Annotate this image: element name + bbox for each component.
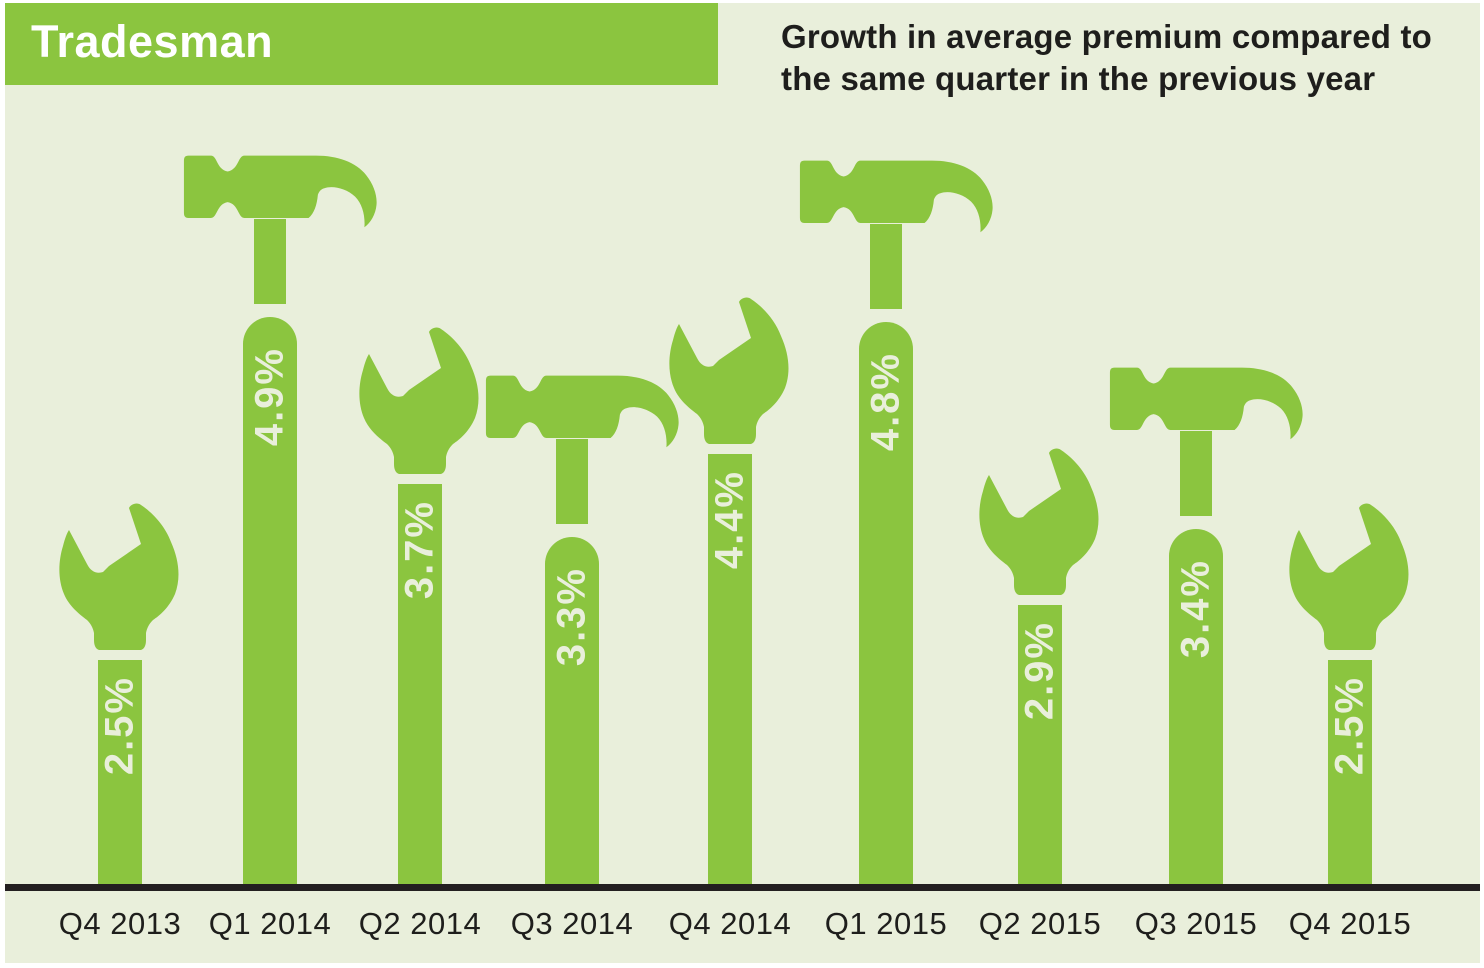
wrench-icon [59, 503, 179, 650]
bar-value-label: 2.5% [1327, 676, 1372, 776]
bar-q2-2014: 3.7% [357, 324, 483, 884]
axis-label-q4-2015: Q4 2015 [1288, 906, 1412, 941]
hammer-icon [799, 160, 993, 233]
axis-label-q3-2014: Q3 2014 [510, 906, 634, 941]
bar-value-label: 2.5% [97, 676, 142, 776]
bar-handle: 2.5% [98, 660, 142, 884]
bar-handle: 4.8% [859, 322, 913, 884]
x-axis-line [5, 884, 1480, 891]
bar-q4-2015: 2.5% [1287, 500, 1413, 884]
bar-handle: 2.5% [1328, 660, 1372, 884]
axis-label-q4-2013: Q4 2013 [58, 906, 182, 941]
hammer-icon [1109, 367, 1303, 440]
hammer-neck [1180, 431, 1212, 516]
bar-value-label: 4.8% [863, 352, 908, 452]
series-title: Tradesman [31, 16, 274, 67]
chart-title-line1: Growth in average premium compared to [781, 18, 1433, 55]
bar-q1-2014: 4.9% [170, 150, 377, 884]
bar-q4-2013: 2.5% [57, 500, 183, 884]
axis-label-q1-2014: Q1 2014 [208, 906, 332, 941]
bar-q2-2015: 2.9% [977, 445, 1103, 884]
hammer-icon [183, 155, 377, 228]
header-band: Tradesman [5, 3, 718, 85]
wrench-icon [1289, 503, 1409, 650]
axis-label-q1-2015: Q1 2015 [824, 906, 948, 941]
wrench-icon [669, 297, 789, 444]
bar-handle: 2.9% [1018, 605, 1062, 884]
chart-title-line2: the same quarter in the previous year [781, 60, 1376, 97]
bar-value-label: 3.4% [1173, 559, 1218, 659]
bar-handle: 3.4% [1169, 529, 1223, 884]
bar-value-label: 4.9% [247, 347, 292, 447]
hammer-icon [485, 375, 679, 448]
hammer-neck [556, 439, 588, 524]
bar-handle: 3.7% [398, 484, 442, 884]
hammer-neck [254, 219, 286, 304]
axis-label-q2-2014: Q2 2014 [358, 906, 482, 941]
bar-handle: 3.3% [545, 537, 599, 884]
bar-q4-2014: 4.4% [667, 294, 793, 884]
axis-label-q3-2015: Q3 2015 [1134, 906, 1258, 941]
bar-q1-2015: 4.8% [786, 155, 993, 884]
bar-handle: 4.4% [708, 454, 752, 884]
chart-title: Growth in average premium compared to th… [781, 16, 1441, 100]
bar-q3-2015: 3.4% [1096, 362, 1303, 884]
axis-label-q4-2014: Q4 2014 [668, 906, 792, 941]
bar-q3-2014: 3.3% [472, 370, 679, 884]
wrench-icon [359, 327, 479, 474]
bar-handle: 4.9% [243, 317, 297, 884]
hammer-neck [870, 224, 902, 309]
bar-value-label: 3.3% [549, 567, 594, 667]
bar-value-label: 3.7% [397, 500, 442, 600]
bar-value-label: 4.4% [707, 470, 752, 570]
wrench-icon [979, 448, 1099, 595]
axis-label-q2-2015: Q2 2015 [978, 906, 1102, 941]
bar-value-label: 2.9% [1017, 621, 1062, 721]
